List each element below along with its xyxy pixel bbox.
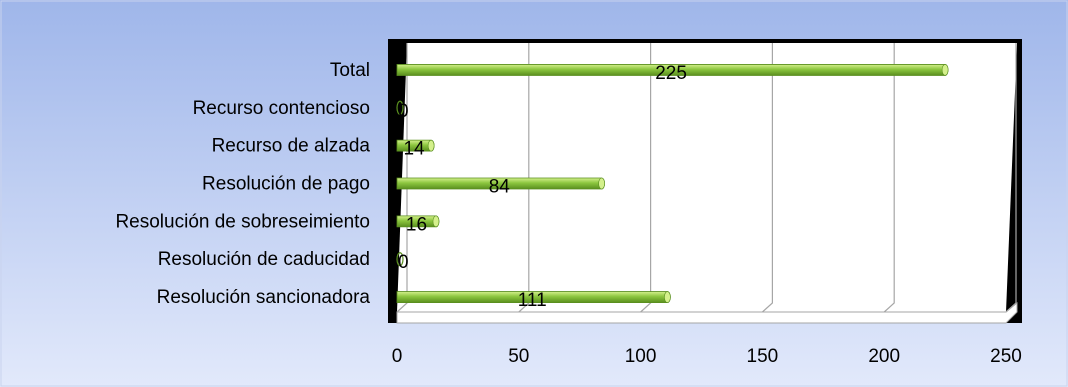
bar-cap [598,177,605,190]
x-tick-label: 200 [868,346,900,367]
x-tick-label: 50 [508,346,529,367]
gridline [761,43,773,313]
data-label: 16 [406,214,427,235]
category-label: Resolución de sobreseimiento [115,211,370,232]
gridline [396,43,408,313]
data-label: 14 [403,139,425,160]
data-label: 0 [398,252,409,273]
data-label: 0 [398,101,409,122]
category-label: Total [330,60,370,81]
bar-cap [664,291,671,303]
x-tick-labels: 0 50 100 150 200 250 [392,346,1022,367]
bar-cap [427,139,435,152]
bar [396,100,404,115]
gridlines [396,43,1017,313]
x-tick-label: 150 [747,346,779,367]
data-labels: 225 0 14 84 16 0 111 [398,63,687,311]
category-label: Resolución de pago [202,174,370,195]
category-label: Resolución sancionadora [157,287,371,308]
bar-cap [941,64,949,76]
x-tick-label: 250 [990,346,1022,367]
data-label: 84 [489,177,511,198]
category-label: Recurso de alzada [212,136,371,157]
gridline [1005,43,1017,313]
gridline [883,43,895,313]
gridline [640,43,652,313]
category-label: Resolución de caducidad [158,249,370,270]
plot-face [397,43,1017,312]
data-label: 225 [655,63,687,84]
bar [396,252,404,267]
category-labels: Total Recurso contencioso Recurso de alzad… [115,60,370,308]
bar-cap [432,215,440,228]
category-label: Recurso contencioso [193,98,370,119]
gridline [518,43,530,313]
data-label: 111 [518,290,547,311]
x-tick-label: 100 [625,346,657,367]
bars [396,64,949,303]
x-tick-label: 0 [392,346,403,367]
